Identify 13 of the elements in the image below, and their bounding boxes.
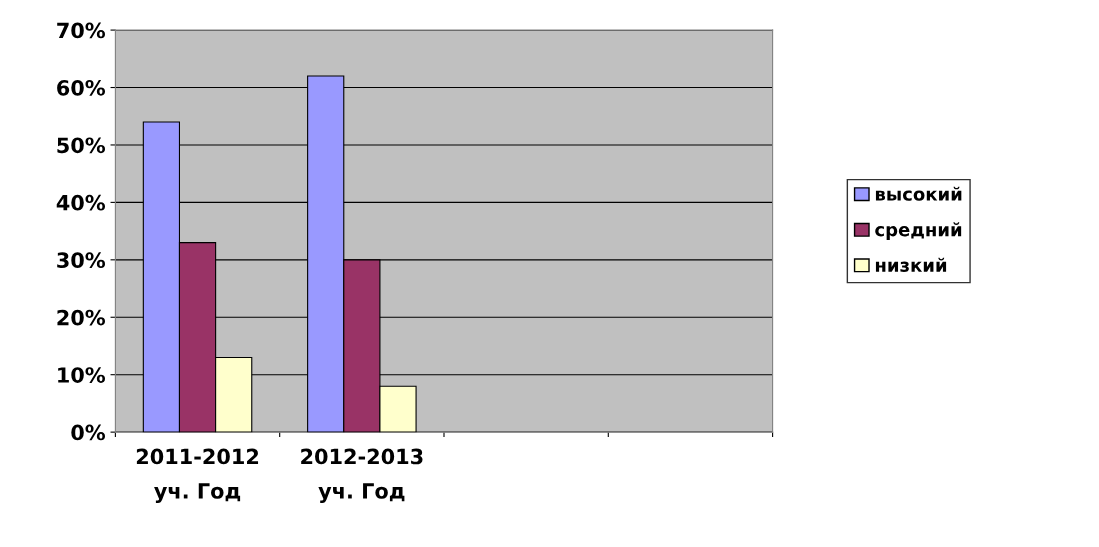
x-tick-label: 2012-2013 уч. Год [301, 448, 423, 503]
y-tick-label: 30% [57, 252, 106, 269]
y-tick-label: 20% [57, 309, 106, 326]
legend-label: низкий [875, 257, 947, 272]
x-tick-label: 2011-2012 уч. Год [136, 448, 259, 503]
y-tick-label: 70% [57, 22, 106, 39]
legend-label: средний [875, 222, 962, 240]
y-tick-label: 60% [57, 79, 106, 96]
y-tick-label: 40% [56, 194, 106, 211]
y-tick-label: 10% [58, 367, 106, 383]
y-tick-label: 0% [71, 424, 106, 441]
y-tick-label: 50% [57, 137, 106, 154]
legend-label: высокий [875, 186, 962, 201]
